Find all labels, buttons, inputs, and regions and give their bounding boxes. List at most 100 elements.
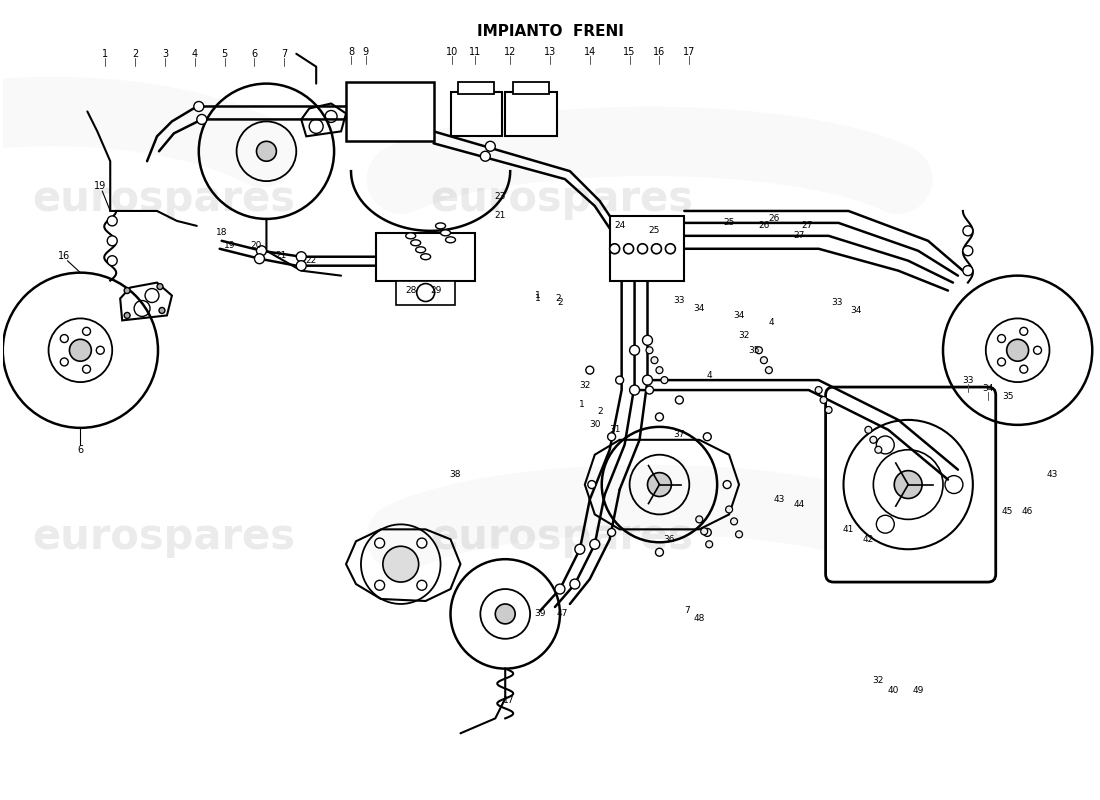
Text: 43: 43 bbox=[1047, 470, 1058, 479]
Circle shape bbox=[736, 531, 743, 538]
Circle shape bbox=[998, 334, 1005, 342]
Circle shape bbox=[107, 236, 118, 246]
Circle shape bbox=[666, 244, 675, 254]
Circle shape bbox=[575, 544, 585, 554]
Circle shape bbox=[607, 529, 616, 536]
Text: 24: 24 bbox=[614, 222, 625, 230]
Text: 6: 6 bbox=[252, 49, 257, 58]
Circle shape bbox=[256, 246, 266, 256]
Ellipse shape bbox=[406, 233, 416, 239]
Text: 47: 47 bbox=[557, 610, 568, 618]
Circle shape bbox=[556, 584, 565, 594]
Circle shape bbox=[375, 538, 385, 548]
Text: 33: 33 bbox=[830, 298, 843, 307]
Text: 26: 26 bbox=[768, 214, 780, 223]
Circle shape bbox=[638, 244, 648, 254]
Circle shape bbox=[383, 546, 419, 582]
FancyBboxPatch shape bbox=[826, 387, 996, 582]
Circle shape bbox=[703, 433, 712, 441]
Text: 34: 34 bbox=[734, 311, 745, 320]
Circle shape bbox=[766, 366, 772, 374]
Text: 28: 28 bbox=[405, 286, 417, 295]
Circle shape bbox=[962, 226, 972, 236]
Text: 34: 34 bbox=[982, 383, 993, 393]
Text: 25: 25 bbox=[724, 218, 735, 227]
Text: 17: 17 bbox=[683, 46, 695, 57]
Text: 4: 4 bbox=[191, 49, 198, 58]
Text: 31: 31 bbox=[609, 426, 620, 434]
Circle shape bbox=[651, 244, 661, 254]
Circle shape bbox=[60, 358, 68, 366]
Text: 33: 33 bbox=[673, 296, 685, 305]
Circle shape bbox=[417, 538, 427, 548]
Circle shape bbox=[726, 506, 733, 513]
Circle shape bbox=[296, 252, 306, 262]
Text: 23: 23 bbox=[495, 191, 506, 201]
Text: eurospares: eurospares bbox=[33, 516, 296, 558]
Text: 15: 15 bbox=[624, 46, 636, 57]
FancyBboxPatch shape bbox=[514, 82, 549, 94]
FancyBboxPatch shape bbox=[451, 91, 503, 136]
Text: 34: 34 bbox=[694, 304, 705, 313]
Text: 36: 36 bbox=[663, 534, 675, 544]
Text: 6: 6 bbox=[77, 445, 84, 454]
Text: 30: 30 bbox=[588, 420, 601, 430]
Circle shape bbox=[756, 346, 762, 354]
Circle shape bbox=[375, 580, 385, 590]
Circle shape bbox=[194, 102, 204, 111]
Circle shape bbox=[124, 313, 130, 318]
Text: 38: 38 bbox=[450, 470, 461, 479]
Text: 40: 40 bbox=[888, 686, 899, 695]
Circle shape bbox=[124, 287, 130, 294]
Text: eurospares: eurospares bbox=[33, 178, 296, 220]
Text: 48: 48 bbox=[694, 614, 705, 623]
Circle shape bbox=[651, 357, 658, 364]
FancyBboxPatch shape bbox=[376, 233, 475, 281]
Text: 25: 25 bbox=[649, 226, 660, 235]
Circle shape bbox=[1034, 346, 1042, 354]
Text: eurospares: eurospares bbox=[430, 178, 694, 220]
FancyBboxPatch shape bbox=[609, 216, 684, 281]
Text: 46: 46 bbox=[1022, 507, 1033, 516]
Circle shape bbox=[254, 254, 264, 264]
Circle shape bbox=[82, 327, 90, 335]
Circle shape bbox=[703, 529, 712, 536]
FancyBboxPatch shape bbox=[505, 91, 557, 136]
Circle shape bbox=[730, 518, 737, 525]
Text: 2: 2 bbox=[132, 49, 139, 58]
Text: 7: 7 bbox=[282, 49, 287, 58]
Ellipse shape bbox=[416, 246, 426, 253]
Circle shape bbox=[107, 216, 118, 226]
Circle shape bbox=[586, 366, 594, 374]
Circle shape bbox=[648, 473, 671, 497]
Text: 10: 10 bbox=[447, 46, 459, 57]
Circle shape bbox=[296, 261, 306, 270]
Circle shape bbox=[821, 397, 827, 403]
Circle shape bbox=[723, 481, 732, 489]
Text: 26: 26 bbox=[758, 222, 770, 230]
Text: 34: 34 bbox=[850, 306, 862, 315]
Circle shape bbox=[629, 385, 639, 395]
Text: 49: 49 bbox=[912, 686, 924, 695]
Ellipse shape bbox=[420, 254, 430, 260]
Circle shape bbox=[1020, 327, 1027, 335]
Text: 43: 43 bbox=[773, 495, 784, 504]
Circle shape bbox=[642, 375, 652, 385]
Ellipse shape bbox=[441, 230, 451, 236]
Text: 5: 5 bbox=[221, 49, 228, 58]
Circle shape bbox=[656, 366, 663, 374]
Circle shape bbox=[160, 307, 165, 314]
Circle shape bbox=[590, 539, 600, 550]
Text: 19: 19 bbox=[224, 242, 235, 250]
Circle shape bbox=[661, 377, 668, 383]
Text: 21: 21 bbox=[276, 251, 287, 260]
Circle shape bbox=[481, 151, 491, 162]
Ellipse shape bbox=[410, 240, 420, 246]
Text: 44: 44 bbox=[793, 500, 804, 509]
Text: 1: 1 bbox=[102, 49, 108, 58]
Text: 17: 17 bbox=[503, 696, 514, 705]
Text: 21: 21 bbox=[495, 211, 506, 221]
Text: 13: 13 bbox=[543, 46, 557, 57]
Text: 20: 20 bbox=[251, 242, 262, 250]
Circle shape bbox=[417, 580, 427, 590]
